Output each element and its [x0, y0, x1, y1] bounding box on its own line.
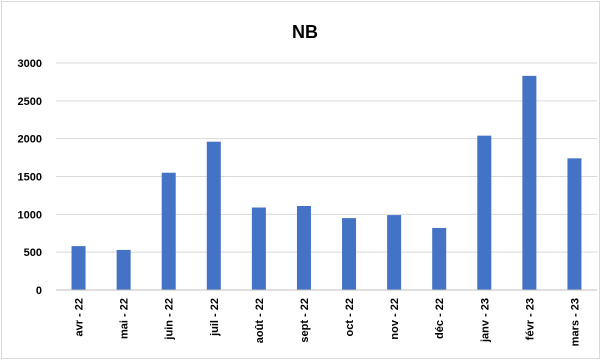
x-tick-label: févr - 23 [524, 298, 536, 340]
y-tick-label: 1000 [18, 209, 42, 221]
bar [342, 218, 356, 290]
chart-title: NB [292, 22, 318, 42]
bar [72, 246, 86, 290]
x-tick-label: janv - 23 [479, 298, 491, 343]
bar [252, 208, 266, 290]
y-tick-label: 0 [36, 285, 42, 297]
y-tick-label: 2000 [18, 134, 42, 146]
x-tick-label: nov - 22 [389, 298, 401, 340]
gridlines [56, 63, 597, 252]
bar [117, 250, 131, 290]
y-tick-label: 1500 [18, 172, 42, 184]
bar [522, 76, 536, 290]
x-tick-label: sept - 22 [299, 298, 311, 343]
y-axis-ticks: 0 500 1000 1500 2000 2500 3000 [18, 58, 42, 297]
bar [477, 136, 491, 290]
bars [72, 76, 582, 290]
bar [567, 158, 581, 290]
bar [297, 206, 311, 290]
x-axis-ticks: avr - 22 mai - 22 juin - 22 juil - 22 août -… [74, 298, 582, 346]
bar [207, 142, 221, 290]
x-tick-label: oct - 22 [344, 298, 356, 337]
x-tick-label: déc - 22 [434, 298, 446, 339]
y-tick-label: 2500 [18, 96, 42, 108]
bar [387, 215, 401, 290]
y-tick-label: 500 [24, 247, 42, 259]
x-tick-label: août - 22 [254, 298, 266, 343]
x-tick-label: mai - 22 [119, 298, 131, 339]
y-tick-label: 3000 [18, 58, 42, 70]
x-tick-label: juil - 22 [209, 298, 221, 337]
x-tick-label: mars - 23 [569, 298, 581, 346]
x-tick-label: juin - 22 [164, 298, 176, 341]
bar [162, 173, 176, 290]
x-tick-label: avr - 22 [74, 298, 86, 337]
bar [432, 228, 446, 290]
